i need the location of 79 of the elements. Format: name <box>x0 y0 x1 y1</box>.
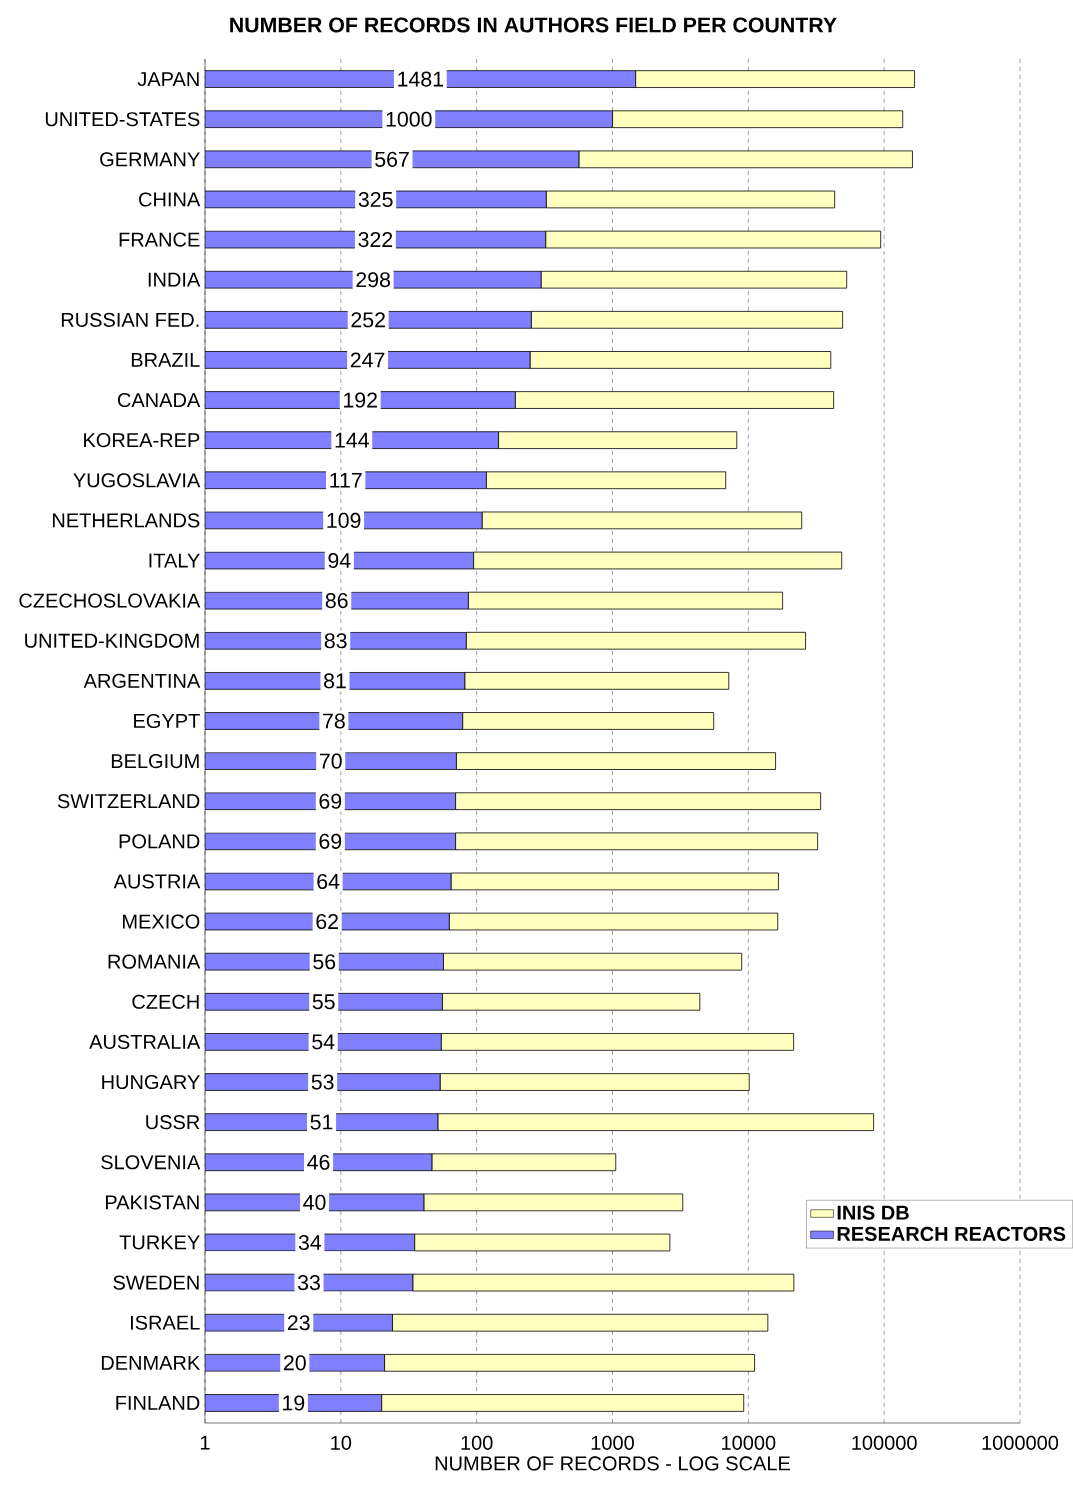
y-tick-label: YUGOSLAVIA <box>73 473 201 488</box>
data-label: 34 <box>298 1234 322 1251</box>
y-tick-label: SLOVENIA <box>101 1155 201 1170</box>
data-label: 33 <box>297 1275 320 1291</box>
y-tick-label: KOREA-REP <box>84 433 200 448</box>
data-label: 117 <box>330 472 362 488</box>
y-tick-label: CANADA <box>117 392 201 408</box>
data-label: 78 <box>323 713 345 729</box>
y-tick-label: POLAND <box>119 834 200 849</box>
y-tick-label: RUSSIAN FED. <box>61 312 199 327</box>
y-tick-label: UNITED-KINGDOM <box>25 633 199 648</box>
legend-label: INIS DB <box>837 1205 909 1220</box>
data-label: 1000 <box>386 111 432 127</box>
y-tick-label: CZECH <box>132 994 199 1009</box>
y-tick-label: PAKISTAN <box>105 1195 199 1210</box>
y-tick-label: FRANCE <box>119 232 200 247</box>
x-tick-label: 100 <box>461 1435 493 1450</box>
y-tick-label: BRAZIL <box>131 353 200 367</box>
y-tick-label: INDIA <box>148 272 201 287</box>
data-label: 20 <box>284 1355 306 1371</box>
y-tick-label: DENMARK <box>101 1355 201 1370</box>
data-label: 64 <box>317 873 340 889</box>
x-tick-label: 10000 <box>722 1435 776 1450</box>
data-label: 83 <box>324 633 347 649</box>
chart-title: NUMBER OF RECORDS IN AUTHORS FIELD PER COUNTRY <box>230 17 837 33</box>
data-label: 53 <box>311 1074 334 1090</box>
data-label: 192 <box>344 392 377 408</box>
data-label: 567 <box>375 151 409 167</box>
y-tick-label: AUSTRIA <box>113 874 201 889</box>
y-tick-label: JAPAN <box>137 72 199 87</box>
data-label: 325 <box>358 191 393 208</box>
data-label: 62 <box>316 914 338 930</box>
y-tick-label: SWEDEN <box>113 1275 199 1290</box>
y-tick-label: SWITZERLAND <box>57 794 200 809</box>
data-label: 69 <box>319 833 342 849</box>
y-tick-label: ROMANIA <box>108 954 201 969</box>
data-label: 94 <box>328 552 351 569</box>
y-tick-label: CHINA <box>139 192 201 207</box>
y-tick-label: HUNGARY <box>102 1074 200 1090</box>
x-tick-label: 100000 <box>852 1435 917 1450</box>
data-label: 55 <box>312 994 335 1010</box>
y-tick-label: GERMANY <box>100 152 200 167</box>
data-label: 56 <box>313 954 336 970</box>
data-label: 69 <box>319 793 342 809</box>
x-tick-label: 1000000 <box>982 1435 1059 1450</box>
data-label: 144 <box>335 432 369 448</box>
y-tick-label: MEXICO <box>123 914 200 929</box>
data-label: 252 <box>351 312 385 328</box>
data-label: 322 <box>358 232 393 248</box>
data-label: 70 <box>319 753 342 769</box>
legend-label: RESEARCH REACTORS <box>837 1226 1066 1241</box>
data-label: 40 <box>303 1194 326 1210</box>
data-label: 23 <box>287 1315 310 1331</box>
data-label: 86 <box>325 593 348 609</box>
data-label: 1481 <box>398 71 444 87</box>
y-tick-label: FINLAND <box>116 1396 200 1410</box>
data-label: 109 <box>327 512 361 528</box>
data-label: 81 <box>324 673 346 689</box>
data-label: 247 <box>350 352 385 368</box>
y-tick-label: CZECHOSLOVAKIA <box>19 593 201 608</box>
x-tick-label: 1 <box>200 1435 210 1450</box>
y-tick-label: ISRAEL <box>130 1315 200 1330</box>
y-tick-label: NETHERLANDS <box>53 513 200 528</box>
y-tick-label: ITALY <box>149 553 200 568</box>
x-tick-label: 10 <box>331 1435 352 1450</box>
y-tick-label: UNITED-STATES <box>45 112 200 127</box>
data-label: 54 <box>312 1034 335 1050</box>
data-label: 46 <box>307 1154 330 1170</box>
data-label: 19 <box>283 1395 305 1411</box>
data-label: 298 <box>356 272 390 288</box>
y-tick-label: AUSTRALIA <box>89 1034 201 1049</box>
y-tick-label: EGYPT <box>134 713 200 729</box>
y-tick-label: BELGIUM <box>111 754 199 769</box>
x-axis-title: NUMBER OF RECORDS - LOG SCALE <box>435 1456 790 1471</box>
y-tick-label: TURKEY <box>119 1235 200 1250</box>
data-label: 51 <box>310 1114 333 1130</box>
y-tick-label: USSR <box>146 1115 200 1130</box>
y-tick-label: ARGENTINA <box>83 673 201 688</box>
x-tick-label: 1000 <box>591 1435 634 1450</box>
